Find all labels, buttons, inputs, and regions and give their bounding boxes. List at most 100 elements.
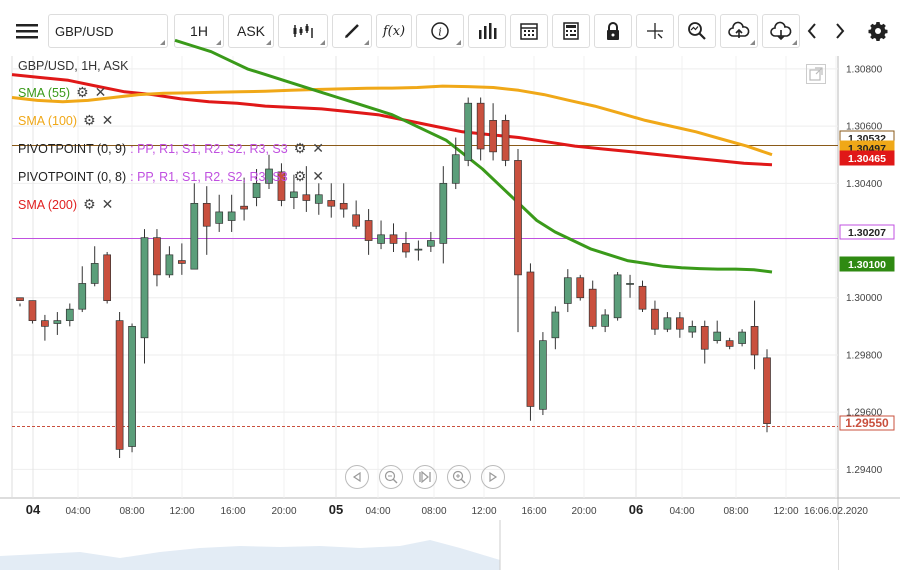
- candle-body: [725, 340, 734, 347]
- lock-icon[interactable]: [594, 14, 632, 48]
- price-tag-label: 1.30465: [848, 153, 886, 165]
- candle-body: [140, 237, 149, 339]
- legend-pivot-levels: : PP, R1, S1, R2, S2, R3, S3: [130, 142, 288, 156]
- crosshair-icon[interactable]: [636, 14, 674, 48]
- candle-body: [651, 308, 659, 330]
- time-tick-label: 05: [329, 502, 343, 517]
- legend-settings-icon[interactable]: ⚙: [83, 112, 96, 128]
- time-tick-label: 16:06.02.2020: [804, 506, 868, 517]
- legend-remove-icon[interactable]: ✕: [312, 140, 324, 156]
- candle-body: [65, 308, 74, 321]
- zoom-icon[interactable]: [678, 14, 716, 48]
- candle-body: [514, 160, 522, 276]
- time-tick-label: 16:00: [521, 506, 546, 517]
- volume-icon[interactable]: [468, 14, 506, 48]
- legend-settings-icon[interactable]: ⚙: [76, 84, 89, 100]
- legend-label: PIVOTPOINT (0, 8): [18, 170, 127, 184]
- price-tick-label: 1.29600: [846, 408, 883, 419]
- settings-gear-icon[interactable]: [864, 14, 892, 48]
- nav-reset-icon[interactable]: [413, 465, 437, 489]
- time-tick-label: 04:00: [65, 506, 90, 517]
- candle-body: [389, 234, 398, 244]
- legend-label: SMA (55): [18, 86, 71, 100]
- candle-body: [700, 326, 709, 350]
- interval-selector[interactable]: 1H: [174, 14, 224, 48]
- price-tag-label: 1.29550: [845, 416, 889, 430]
- candle-body: [750, 326, 759, 356]
- legend-settings-icon[interactable]: ⚙: [293, 140, 307, 156]
- cloud-download-icon[interactable]: [762, 14, 800, 48]
- legend-row: PIVOTPOINT (0, 9): PP, R1, S1, R2, S2, R…: [18, 140, 324, 157]
- candle-body: [265, 168, 273, 184]
- candle-body: [215, 211, 224, 224]
- candle-body: [90, 263, 99, 284]
- candle-body: [314, 194, 323, 204]
- legend-row: SMA (200) ⚙ ✕: [18, 196, 113, 213]
- cloud-upload-icon[interactable]: [720, 14, 758, 48]
- candle-body: [763, 357, 771, 424]
- price-tag: [839, 415, 895, 431]
- legend-settings-icon[interactable]: ⚙: [293, 168, 307, 184]
- chart-type-icon[interactable]: [278, 14, 328, 48]
- candle-body: [539, 340, 547, 410]
- calculator-icon[interactable]: [552, 14, 590, 48]
- candle-body: [290, 191, 298, 198]
- candle-body: [688, 326, 697, 333]
- legend-remove-icon[interactable]: ✕: [94, 84, 107, 100]
- draw-tool-icon[interactable]: [332, 14, 372, 48]
- svg-text:i: i: [438, 26, 442, 39]
- info-icon[interactable]: i: [416, 14, 464, 48]
- time-tick-label: 12:00: [169, 506, 194, 517]
- candle-body: [588, 288, 597, 327]
- candle-body: [377, 234, 385, 244]
- candle-body: [713, 331, 722, 342]
- indicators-icon[interactable]: f(x): [376, 14, 412, 48]
- candle-body: [41, 320, 49, 327]
- nav-zoom-out-icon[interactable]: [379, 465, 403, 489]
- nav-back-icon[interactable]: [345, 465, 369, 489]
- legend-remove-icon[interactable]: ✕: [101, 196, 114, 212]
- candle-body: [277, 171, 286, 201]
- legend-row: PIVOTPOINT (0, 8): PP, R1, S1, R2, S2, R…: [18, 168, 324, 185]
- time-tick-label: 16:00: [220, 506, 245, 517]
- time-tick-label: 20:00: [571, 506, 596, 517]
- scroll-right-icon[interactable]: [830, 14, 850, 48]
- candle-body: [476, 102, 485, 150]
- menu-icon[interactable]: [8, 14, 46, 48]
- candle-body: [153, 237, 161, 276]
- legend-label: SMA (100): [18, 114, 78, 128]
- legend-settings-icon[interactable]: ⚙: [83, 196, 96, 212]
- scroll-left-icon[interactable]: [802, 14, 822, 48]
- candle-body: [451, 154, 460, 184]
- candle-body: [28, 300, 37, 321]
- price-tick-label: 1.29800: [846, 350, 883, 361]
- candle-body: [202, 202, 211, 227]
- nav-forward-icon[interactable]: [481, 465, 505, 489]
- time-tick-label: 12:00: [773, 506, 798, 517]
- candle-body: [501, 120, 510, 161]
- price-type-selector[interactable]: ASK: [228, 14, 274, 48]
- candle-body: [613, 274, 622, 319]
- price-tick-label: 1.30600: [846, 122, 883, 133]
- price-tick-label: 1.30000: [846, 293, 883, 304]
- time-axis: 04 04:00 08:00 12:00 16:00 20:00 05 04:00 08:00 1…: [0, 502, 868, 570]
- time-tick-label: 08:00: [119, 506, 144, 517]
- candlesticks: [16, 97, 771, 458]
- legend-remove-icon[interactable]: ✕: [312, 168, 324, 184]
- legend-pivot-levels: : PP, R1, S1, R2, S2, R3, S3: [130, 170, 288, 184]
- candle-body: [165, 254, 174, 276]
- legend-remove-icon[interactable]: ✕: [101, 112, 114, 128]
- calendar-icon[interactable]: [510, 14, 548, 48]
- candle-body: [240, 205, 248, 210]
- symbol-selector[interactable]: GBP/USD: [48, 14, 168, 48]
- candle-body: [439, 182, 448, 244]
- candle-body: [526, 271, 535, 407]
- candle-body: [464, 102, 473, 161]
- expand-icon[interactable]: [806, 64, 826, 84]
- navigator-area: [0, 540, 500, 570]
- legend-row: SMA (55) ⚙ ✕: [18, 84, 106, 101]
- time-tick-label: 20:00: [271, 506, 296, 517]
- candle-body: [663, 317, 672, 330]
- nav-zoom-in-icon[interactable]: [447, 465, 471, 489]
